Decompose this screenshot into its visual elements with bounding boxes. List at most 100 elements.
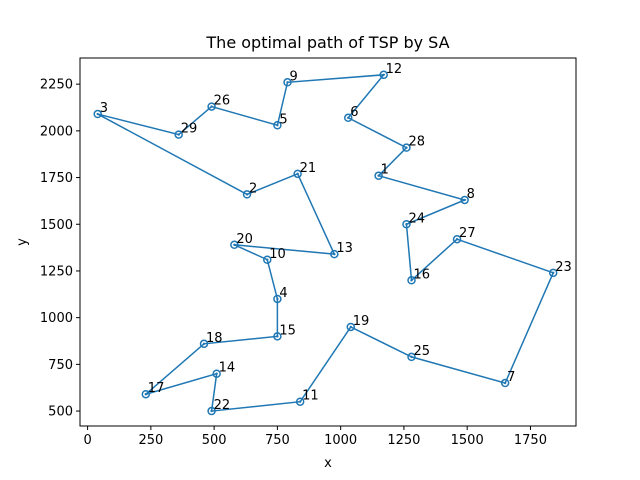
x-tick-label: 750 (265, 433, 290, 448)
y-tick-label: 500 (48, 405, 73, 420)
city-label-6: 6 (350, 105, 358, 120)
city-marker-dot-17 (144, 393, 147, 396)
city-marker-dot-22 (210, 409, 213, 413)
city-label-15: 15 (279, 323, 296, 338)
city-marker-dot-3 (96, 112, 99, 116)
city-marker-dot-6 (347, 116, 350, 119)
city-marker-dot-19 (349, 325, 352, 329)
city-label-21: 21 (300, 161, 317, 176)
city-label-7: 7 (507, 370, 515, 385)
x-tick-label: 1750 (514, 433, 547, 448)
city-marker-dot-2 (245, 193, 249, 196)
city-marker-dot-9 (286, 81, 289, 84)
city-marker-dot-8 (463, 198, 466, 202)
y-tick-label: 1250 (40, 264, 73, 279)
city-marker-4 (273, 294, 282, 304)
x-tick-label: 1000 (324, 433, 357, 448)
city-marker-dot-20 (233, 243, 236, 246)
city-label-20: 20 (236, 232, 253, 247)
city-marker-8 (460, 195, 469, 205)
city-marker-5 (273, 121, 282, 130)
city-label-16: 16 (414, 267, 431, 282)
city-marker-14 (212, 369, 221, 378)
city-label-26: 26 (214, 94, 231, 109)
route-line (97, 73, 555, 412)
city-marker-15 (273, 332, 282, 341)
city-label-17: 17 (148, 381, 165, 396)
city-marker-dot-1 (377, 174, 380, 177)
city-marker-dot-15 (276, 335, 279, 338)
x-tick-label: 250 (138, 433, 163, 448)
y-tick-label: 2000 (40, 124, 73, 139)
x-tick-label: 1250 (387, 433, 420, 448)
city-marker-7 (500, 378, 510, 388)
city-marker-dot-12 (382, 73, 385, 77)
city-marker-dot-24 (405, 223, 408, 226)
city-marker-dot-7 (503, 381, 507, 385)
city-marker-18 (199, 339, 209, 349)
city-marker-24 (402, 220, 411, 229)
city-label-12: 12 (386, 62, 403, 77)
city-marker-29 (174, 130, 183, 139)
city-marker-16 (407, 276, 416, 285)
city-label-13: 13 (336, 241, 353, 256)
city-marker-28 (402, 143, 411, 152)
city-marker-dot-4 (276, 297, 279, 301)
city-marker-dot-14 (215, 372, 218, 375)
y-tick-label: 1750 (40, 171, 73, 186)
city-label-22: 22 (214, 398, 231, 413)
city-marker-dot-21 (296, 172, 299, 176)
city-marker-9 (283, 78, 292, 87)
city-label-5: 5 (279, 112, 287, 127)
city-marker-22 (207, 406, 216, 416)
city-label-8: 8 (467, 187, 475, 202)
city-marker-2 (242, 190, 252, 199)
city-marker-12 (379, 70, 388, 80)
city-label-1: 1 (381, 163, 389, 178)
city-marker-23 (548, 268, 558, 278)
axes-frame (79, 57, 577, 427)
city-label-9: 9 (290, 69, 298, 84)
city-marker-dot-13 (333, 252, 336, 256)
x-tick-label: 0 (83, 433, 91, 448)
y-tick-label: 1500 (40, 218, 73, 233)
city-marker-dot-29 (177, 133, 180, 136)
city-label-2: 2 (249, 181, 257, 196)
x-axis-label: x (324, 456, 332, 471)
city-marker-dot-25 (410, 355, 413, 359)
y-tick-label: 2250 (40, 78, 73, 93)
city-marker-dot-11 (298, 400, 302, 403)
city-marker-13 (330, 249, 339, 259)
city-marker-3 (93, 109, 102, 119)
city-marker-dot-10 (266, 258, 269, 261)
x-tick-label: 1500 (451, 433, 484, 448)
city-label-28: 28 (408, 135, 425, 150)
chart-title: The optimal path of TSP by SA (205, 33, 449, 52)
city-label-10: 10 (269, 247, 286, 262)
city-label-14: 14 (219, 361, 236, 376)
city-label-23: 23 (555, 260, 572, 275)
city-marker-10 (263, 255, 272, 264)
city-marker-dot-18 (202, 342, 206, 346)
x-tick-label: 500 (202, 433, 227, 448)
city-marker-dot-5 (276, 124, 279, 127)
y-axis-label: y (15, 238, 30, 246)
city-marker-dot-16 (410, 279, 413, 282)
city-marker-dot-28 (405, 146, 408, 149)
city-label-29: 29 (181, 122, 198, 137)
y-tick-label: 1000 (40, 311, 73, 326)
city-label-24: 24 (408, 211, 425, 226)
city-marker-dot-27 (455, 238, 459, 241)
axis-ticks: 0 250 500 750 1000 1250 1500 1750 500 750 1000 1250… (40, 78, 547, 448)
city-marker-11 (295, 397, 305, 406)
city-marker-17 (141, 389, 151, 399)
city-label-27: 27 (459, 226, 476, 241)
city-marker-dot-26 (210, 105, 213, 108)
city-label-19: 19 (353, 314, 370, 329)
y-tick-label: 750 (48, 358, 73, 373)
city-label-3: 3 (100, 101, 108, 116)
city-marker-6 (343, 113, 353, 123)
city-marker-20 (230, 240, 239, 250)
